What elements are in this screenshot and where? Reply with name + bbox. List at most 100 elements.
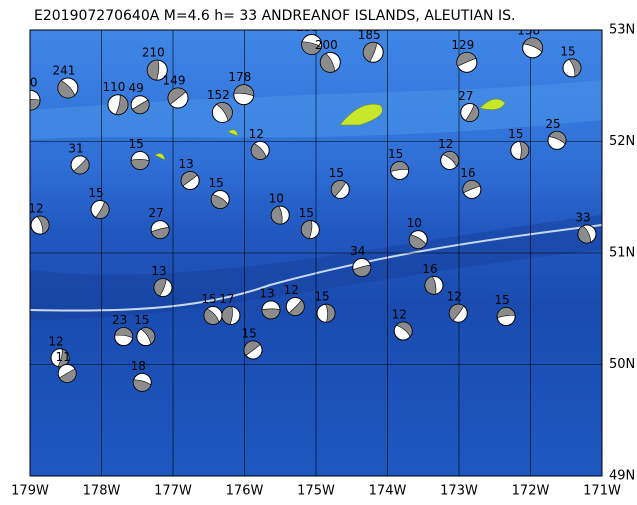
compression-quadrant xyxy=(57,348,70,368)
events: 210 241 210 149 178 152 110 49 233 200 185 129 138 15… xyxy=(15,20,597,392)
compression-quadrant xyxy=(548,131,567,145)
lat-tick-label: 50N xyxy=(609,357,635,372)
compression-quadrant xyxy=(424,276,437,295)
compression-quadrant xyxy=(362,42,377,63)
depth-label: 200 xyxy=(315,38,338,52)
depth-label: 10 xyxy=(407,216,422,230)
focal-mechanism: 178 xyxy=(228,70,255,106)
depth-label: 210 xyxy=(15,76,38,90)
compression-quadrant xyxy=(167,87,187,105)
focal-mechanism: 185 xyxy=(358,28,384,63)
compression-quadrant xyxy=(465,104,480,122)
compression-quadrant xyxy=(115,94,129,115)
depth-label: 110 xyxy=(102,80,125,94)
compression-quadrant xyxy=(462,180,481,194)
compression-quadrant xyxy=(250,143,267,160)
focal-mechanism: 13 xyxy=(259,286,281,320)
focal-mechanism: 15 xyxy=(128,137,150,170)
focal-mechanism: 149 xyxy=(163,74,189,109)
compression-quadrant xyxy=(243,340,261,356)
compression-quadrant xyxy=(221,306,233,325)
depth-label: 13 xyxy=(259,286,274,300)
focal-mechanism: 10 xyxy=(269,192,290,225)
depth-label: 12 xyxy=(447,290,462,304)
depth-label: 15 xyxy=(209,176,224,190)
compression-quadrant xyxy=(180,171,198,187)
focal-mechanism: 233 xyxy=(296,20,323,55)
lon-tick-label: 173W xyxy=(440,484,478,499)
focal-mechanism: 31 xyxy=(68,141,90,175)
depth-label: 12 xyxy=(28,202,43,216)
compression-quadrant xyxy=(233,84,255,97)
compression-quadrant xyxy=(456,52,477,67)
lon-tick-label: 177W xyxy=(154,484,192,499)
compression-quadrant xyxy=(320,53,336,73)
depth-label: 16 xyxy=(460,166,475,180)
compression-quadrant xyxy=(442,151,459,167)
depth-label: 15 xyxy=(241,327,256,341)
compression-quadrant xyxy=(568,58,582,77)
compression-quadrant xyxy=(301,220,313,239)
lat-tick-label: 53N xyxy=(609,23,635,38)
depth-label: 185 xyxy=(358,28,381,42)
depth-label: 12 xyxy=(438,137,453,151)
compression-quadrant xyxy=(390,161,409,172)
lon-tick-label: 179W xyxy=(11,484,49,499)
depth-label: 15 xyxy=(88,186,103,200)
compression-quadrant xyxy=(496,307,516,319)
focal-mechanism: 15 xyxy=(329,166,350,199)
focal-mechanism: 34 xyxy=(350,244,372,277)
focal-mechanism: 12 xyxy=(447,290,468,323)
depth-label: 233 xyxy=(296,20,319,34)
compression-quadrant xyxy=(449,303,464,321)
focal-mechanism: 23 xyxy=(112,313,134,347)
depth-label: 138 xyxy=(517,23,540,37)
compression-quadrant xyxy=(95,201,110,219)
compression-quadrant xyxy=(153,278,167,297)
focal-mechanism: 210 xyxy=(15,76,41,111)
compression-quadrant xyxy=(288,299,305,316)
compression-quadrant xyxy=(523,37,543,53)
map-title: E201907270640A M=4.6 h= 33 ANDREANOF ISL… xyxy=(34,8,515,24)
depth-label: 15 xyxy=(495,293,510,307)
compression-quadrant xyxy=(36,215,50,235)
compression-quadrant xyxy=(577,225,592,244)
compression-quadrant xyxy=(131,99,150,115)
focal-mechanism: 200 xyxy=(315,38,341,73)
focal-mechanism: 10 xyxy=(407,216,428,250)
depth-label: 31 xyxy=(68,141,83,155)
focal-mechanism: 15 xyxy=(299,206,320,240)
compression-quadrant xyxy=(140,327,156,345)
lat-tick-label: 49N xyxy=(609,469,635,484)
focal-mechanism: 49 xyxy=(128,81,150,115)
depth-label: 15 xyxy=(314,290,329,304)
focal-mechanism: 18 xyxy=(131,359,152,392)
compression-quadrant xyxy=(331,180,347,198)
focal-mechanism: 27 xyxy=(148,206,170,240)
depth-label: 13 xyxy=(179,157,194,171)
compression-quadrant xyxy=(57,80,76,99)
focal-mechanism: 15 xyxy=(388,147,410,180)
focal-mechanism: 11 xyxy=(56,350,77,383)
compression-quadrant xyxy=(261,308,281,320)
depth-label: 241 xyxy=(52,63,75,77)
lon-tick-label: 171W xyxy=(583,484,621,499)
focal-mechanism: 138 xyxy=(517,23,544,59)
compression-quadrant xyxy=(409,234,427,249)
focal-mechanism: 12 xyxy=(392,308,413,341)
depth-label: 152 xyxy=(207,88,230,102)
compression-quadrant xyxy=(130,159,150,170)
focal-mechanism: 15 xyxy=(560,44,582,78)
lon-tick-label: 176W xyxy=(226,484,264,499)
lon-tick-label: 172W xyxy=(512,484,550,499)
compression-quadrant xyxy=(325,303,336,323)
focal-mechanism: 129 xyxy=(451,38,478,73)
depth-label: 149 xyxy=(163,74,186,88)
depth-label: 210 xyxy=(142,46,165,60)
depth-label: 12 xyxy=(392,308,407,322)
focal-mechanism: 17 xyxy=(219,292,241,325)
focal-mechanism: 110 xyxy=(102,80,129,116)
lat-tick-label: 52N xyxy=(609,134,635,149)
